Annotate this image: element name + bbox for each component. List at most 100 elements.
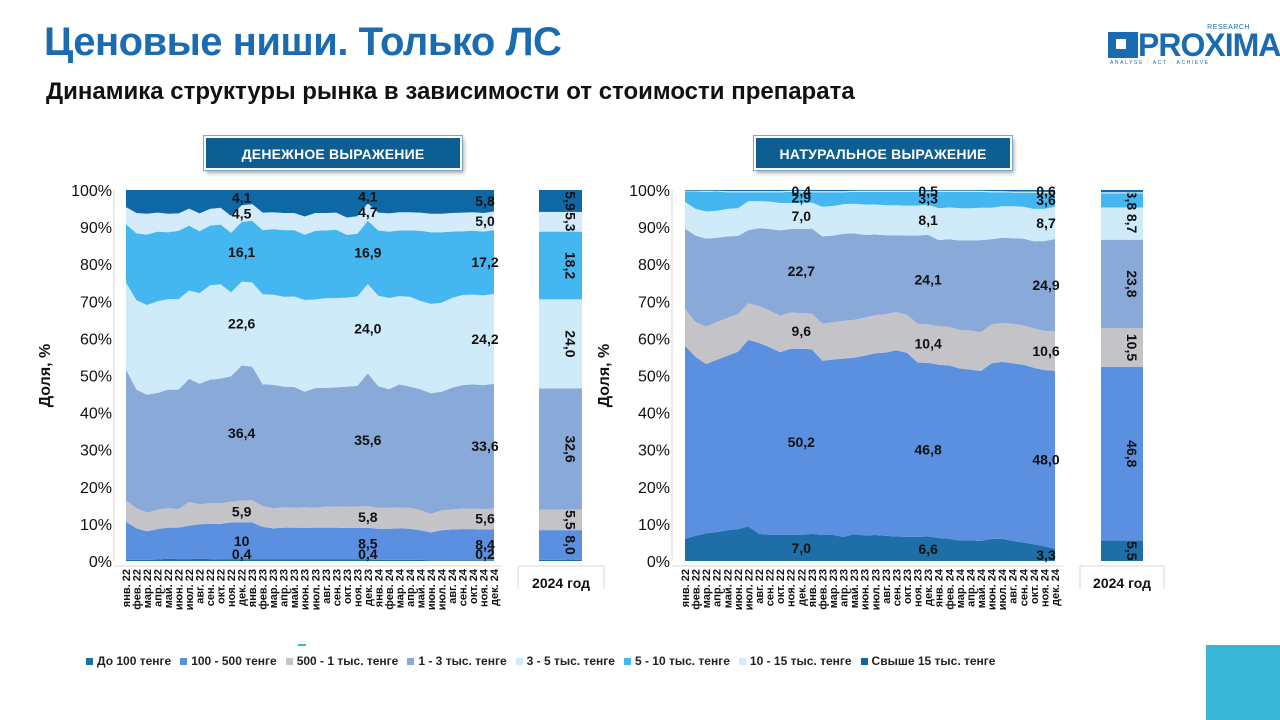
- area-series-1: [685, 339, 1055, 549]
- summary-bar-segment: [1101, 207, 1143, 240]
- data-label: 5,8: [475, 193, 495, 209]
- x-tick-label: окт. 24: [1029, 568, 1041, 604]
- legend-item: 1 - 3 тыс. тенге: [407, 654, 507, 668]
- data-label: 50,2: [788, 434, 815, 450]
- x-tick-label: июн. 22: [733, 569, 745, 610]
- summary-bar-segment: [539, 211, 582, 232]
- page-subtitle: Динамика структуры рынка в зависимости о…: [46, 78, 855, 105]
- summary-bar-label: 10,5: [1124, 334, 1140, 361]
- y-tick-label: 20%: [80, 480, 112, 497]
- legend-label: До 100 тенге: [97, 654, 172, 668]
- y-axis-label: Доля, %: [596, 344, 613, 408]
- x-tick-label: сен. 24: [458, 568, 470, 606]
- x-tick-label: авг. 24: [1008, 568, 1020, 604]
- x-tick-label: май. 24: [976, 568, 988, 608]
- y-tick-label: 100%: [71, 183, 112, 200]
- data-label: 16,9: [354, 244, 381, 260]
- data-label: 35,6: [354, 432, 381, 448]
- x-tick-label: июл. 23: [870, 569, 882, 610]
- y-tick-label: 40%: [80, 406, 112, 423]
- y-axis-label: Доля, %: [37, 344, 54, 408]
- x-tick-label: сен. 23: [331, 569, 343, 606]
- legend-item: 5 - 10 тыс. тенге: [623, 654, 730, 668]
- legend-swatch: [180, 657, 188, 665]
- area-series-5: [126, 220, 494, 305]
- x-tick-label: мар. 22: [701, 569, 713, 608]
- money-terms-button[interactable]: ДЕНЕЖНОЕ ВЫРАЖЕНИЕ: [204, 136, 462, 170]
- x-tick-label: авг. 22: [195, 569, 207, 604]
- area-series-4: [685, 201, 1055, 242]
- data-label: 6,6: [918, 541, 938, 557]
- x-tick-label: июл. 24: [436, 568, 448, 610]
- x-tick-label: май. 22: [163, 569, 175, 608]
- summary-bar-label: 5,3: [563, 212, 579, 232]
- y-tick-label: 100%: [629, 183, 670, 200]
- summary-bar-segment: [539, 530, 582, 560]
- data-label: 0,4: [792, 183, 812, 199]
- legend-swatch: [515, 657, 523, 665]
- x-tick-label: ноя. 22: [226, 569, 238, 607]
- summary-bar-label: 5,5: [1124, 541, 1140, 561]
- y-tick-label: 0%: [647, 554, 670, 571]
- y-tick-label: 70%: [638, 294, 670, 311]
- summary-bar-segment: [539, 231, 582, 300]
- x-tick-label: июн. 23: [860, 569, 872, 610]
- units-terms-button[interactable]: НАТУРАЛЬНОЕ ВЫРАЖЕНИЕ: [754, 136, 1012, 170]
- x-tick-label: май. 24: [415, 568, 427, 608]
- logo-name: PROXIMA: [1138, 27, 1280, 63]
- legend-label: 10 - 15 тыс. тенге: [749, 654, 852, 668]
- x-tick-label: фев. 24: [944, 568, 956, 610]
- data-label: 22,7: [788, 263, 815, 279]
- x-tick-label: дек. 24: [489, 568, 501, 606]
- summary-bar-label: 3,8: [1124, 191, 1140, 211]
- area-series-1: [126, 521, 494, 561]
- y-tick-label: 10%: [80, 517, 112, 534]
- data-label: 3,6: [1036, 192, 1056, 208]
- legend-item: Свыше 15 тыс. тенге: [860, 654, 996, 668]
- legend-label: 1 - 3 тыс. тенге: [418, 654, 507, 668]
- y-tick-label: 70%: [80, 294, 112, 311]
- x-tick-label: окт. 23: [342, 569, 354, 604]
- y-tick-label: 0%: [89, 554, 112, 571]
- x-tick-label: ноя. 24: [1039, 568, 1051, 607]
- x-tick-label: янв. 23: [247, 569, 259, 607]
- legend-label: 3 - 5 тыс. тенге: [526, 654, 615, 668]
- x-tick-label: ноя. 23: [913, 569, 925, 607]
- data-label: 10,4: [915, 336, 942, 352]
- x-tick-label: апр. 23: [839, 569, 851, 607]
- legend-label: 5 - 10 тыс. тенге: [634, 654, 730, 668]
- x-tick-label: сен. 22: [205, 569, 217, 606]
- y-tick-label: 80%: [80, 257, 112, 274]
- summary-bar-segment: [1101, 540, 1143, 561]
- legend-swatch: [860, 657, 868, 665]
- summary-bar-segment: [539, 559, 582, 561]
- x-tick-label: июл. 22: [743, 569, 755, 610]
- x-tick-label: авг. 24: [447, 568, 459, 604]
- y-tick-label: 60%: [638, 331, 670, 348]
- legend-label: Свыше 15 тыс. тенге: [871, 654, 996, 668]
- y-tick-label: 50%: [638, 369, 670, 386]
- x-tick-label: фев. 23: [258, 569, 270, 610]
- accent-dash: [298, 644, 306, 646]
- x-tick-label: окт. 22: [775, 569, 787, 604]
- summary-bar-segment: [539, 299, 582, 389]
- data-label: 2,9: [792, 190, 812, 206]
- y-tick-label: 80%: [638, 257, 670, 274]
- area-series-5: [685, 191, 1055, 212]
- area-series-0: [685, 526, 1055, 561]
- legend-swatch: [623, 657, 631, 665]
- x-tick-label: окт. 23: [902, 569, 914, 604]
- summary-bar-label: 32,6: [563, 435, 579, 462]
- x-tick-label: мар. 24: [955, 568, 967, 608]
- summary-bar-segment: [1101, 193, 1143, 208]
- chart-units: 7,0 50,2 9,6 22,7 7,0 2,90,4 6,6 46,8 10,4 24,1 8,…: [596, 183, 1165, 610]
- data-label: 7,0: [792, 208, 812, 224]
- x-tick-label: янв. 22: [680, 569, 692, 607]
- x-tick-label: июн. 24: [426, 568, 438, 610]
- data-label: 0,5: [918, 183, 938, 199]
- summary-bar-label: 18,2: [563, 252, 579, 279]
- summary-category-label: 2024 год: [1093, 575, 1151, 591]
- area-series-4: [126, 281, 494, 395]
- data-label: 5,6: [475, 511, 495, 527]
- y-tick-label: 60%: [80, 331, 112, 348]
